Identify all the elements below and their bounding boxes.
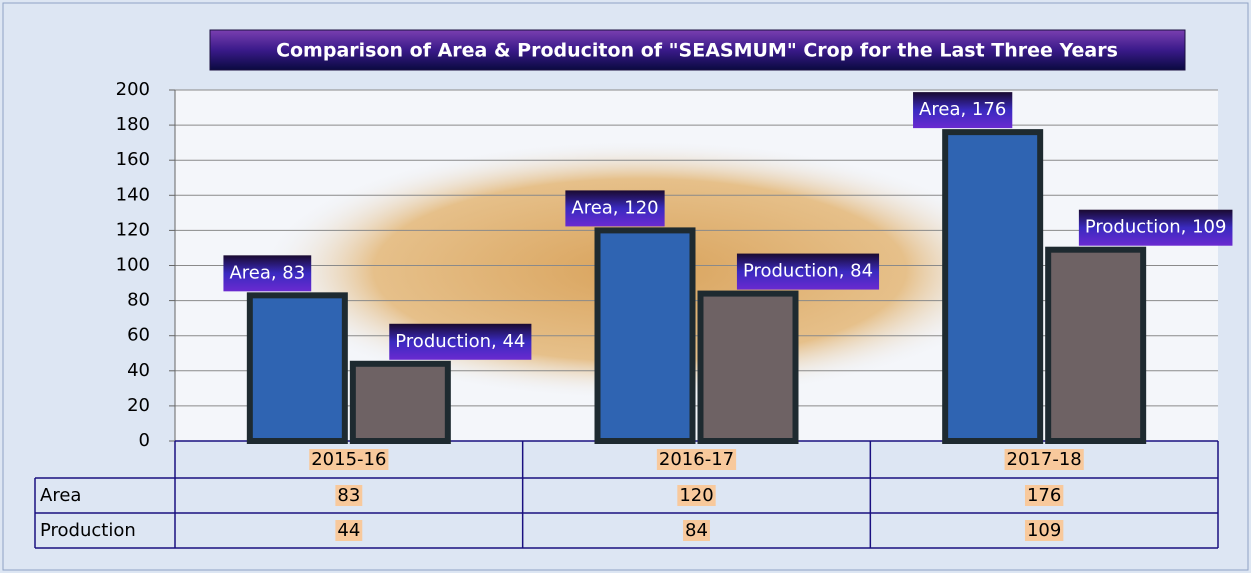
data-label-box xyxy=(389,323,532,360)
cell-highlight xyxy=(309,449,389,470)
y-tick-label: 40 xyxy=(127,360,150,381)
data-label: Production, 84 xyxy=(743,261,873,282)
table-row-label: Production xyxy=(40,520,136,541)
bar xyxy=(1045,246,1147,444)
x-tick-label: 2017-18 xyxy=(1007,449,1082,470)
cell-highlight xyxy=(1024,520,1064,541)
bar xyxy=(942,129,1044,444)
y-tick-label: 160 xyxy=(116,149,150,170)
title-box xyxy=(209,29,1186,71)
y-tick-label: 80 xyxy=(127,290,150,311)
data-label-box xyxy=(913,92,1013,129)
y-tick-label: 20 xyxy=(127,395,150,416)
cell-highlight xyxy=(683,520,710,541)
y-tick-label: 180 xyxy=(116,114,150,135)
y-tick-label: 60 xyxy=(127,325,150,346)
y-tick-label: 140 xyxy=(116,184,150,205)
data-label: Area, 120 xyxy=(571,197,658,218)
data-label-box xyxy=(565,190,665,227)
bar xyxy=(697,290,799,444)
bar xyxy=(594,227,696,444)
data-label: Production, 44 xyxy=(395,331,525,352)
y-tick-label: 200 xyxy=(116,79,150,100)
data-label: Area, 176 xyxy=(919,99,1006,120)
data-label-box xyxy=(223,255,312,292)
data-label: Area, 83 xyxy=(229,262,305,283)
table-value: 109 xyxy=(1027,520,1061,541)
table-value: 44 xyxy=(337,520,360,541)
y-tick-label: 120 xyxy=(116,219,150,240)
data-label-box xyxy=(1078,209,1233,246)
table-value: 84 xyxy=(685,520,708,541)
x-tick-label: 2015-16 xyxy=(311,449,386,470)
y-tick-label: 0 xyxy=(139,430,150,451)
table-value: 176 xyxy=(1027,485,1061,506)
cell-highlight xyxy=(335,520,363,541)
cell-highlight xyxy=(335,485,363,506)
table-value: 83 xyxy=(337,485,360,506)
cell-highlight xyxy=(677,485,716,506)
data-label-box xyxy=(736,253,880,290)
bar xyxy=(349,360,451,444)
cell-highlight xyxy=(656,449,737,470)
chart-title: Comparison of Area & Produciton of "SEAS… xyxy=(276,40,1118,62)
data-label: Production, 109 xyxy=(1085,217,1227,238)
table-value: 120 xyxy=(679,485,713,506)
bar xyxy=(246,292,348,444)
y-tick-label: 100 xyxy=(116,255,150,276)
x-tick-label: 2016-17 xyxy=(659,449,734,470)
cell-highlight xyxy=(1004,449,1084,470)
table-row-label: Area xyxy=(40,485,81,506)
cell-highlight xyxy=(1024,485,1064,506)
